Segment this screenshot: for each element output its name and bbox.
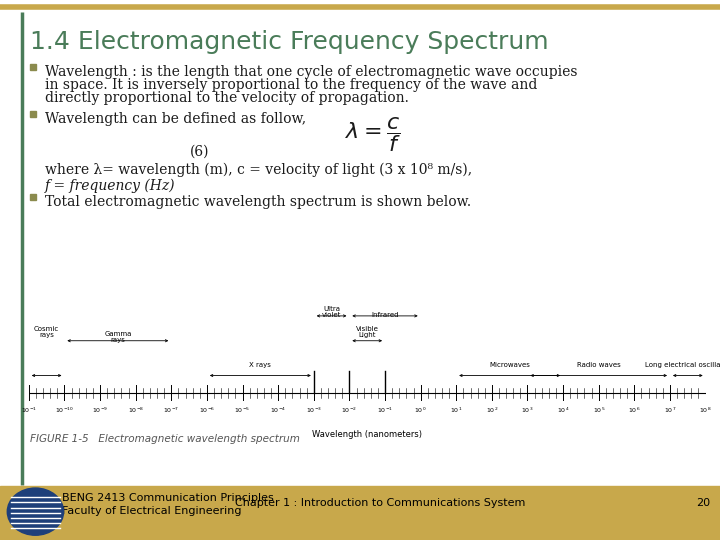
Bar — [30, 111, 36, 117]
Text: 20: 20 — [696, 498, 710, 508]
Text: where λ= wavelength (m), c = velocity of light (3 x 10⁸ m/s),: where λ= wavelength (m), c = velocity of… — [45, 163, 472, 178]
Text: $10^{8}$: $10^{8}$ — [699, 406, 712, 415]
Text: X rays: X rays — [249, 362, 271, 368]
Circle shape — [7, 488, 63, 535]
Text: Faculty of Electrical Engineering: Faculty of Electrical Engineering — [62, 506, 241, 516]
Text: Infrared: Infrared — [372, 312, 399, 319]
Text: FIGURE 1-5   Electromagnetic wavelength spectrum: FIGURE 1-5 Electromagnetic wavelength sp… — [30, 434, 300, 444]
Text: directly proportional to the velocity of propagation.: directly proportional to the velocity of… — [45, 91, 409, 105]
Text: $10^{6}$: $10^{6}$ — [628, 406, 641, 415]
Text: (6): (6) — [190, 145, 210, 159]
Text: $10^{-3}$: $10^{-3}$ — [306, 406, 322, 415]
Text: f = frequency (Hz): f = frequency (Hz) — [45, 179, 176, 193]
Text: $10^{-9}$: $10^{-9}$ — [92, 406, 108, 415]
Text: Visible
Light: Visible Light — [356, 326, 379, 338]
Text: $10^{7}$: $10^{7}$ — [664, 406, 676, 415]
Text: $10^{2}$: $10^{2}$ — [486, 406, 498, 415]
Text: Ultra
violet: Ultra violet — [322, 306, 341, 319]
Text: $10^{3}$: $10^{3}$ — [521, 406, 534, 415]
Text: in space. It is inversely proportional to the frequency of the wave and: in space. It is inversely proportional t… — [45, 78, 537, 92]
Text: $\lambda = \dfrac{c}{f}$: $\lambda = \dfrac{c}{f}$ — [345, 116, 401, 154]
Text: $10^{-1}$: $10^{-1}$ — [21, 406, 37, 415]
Text: $10^{-10}$: $10^{-10}$ — [55, 406, 74, 415]
Bar — [30, 64, 36, 70]
Text: Wavelength : is the length that one cycle of electromagnetic wave occupies: Wavelength : is the length that one cycl… — [45, 65, 577, 79]
Text: BENG 2413 Communication Principles: BENG 2413 Communication Principles — [62, 493, 274, 503]
Text: Microwaves: Microwaves — [490, 362, 530, 368]
Text: 1.4 Electromagnetic Frequency Spectrum: 1.4 Electromagnetic Frequency Spectrum — [30, 30, 549, 54]
Text: $10^{1}$: $10^{1}$ — [450, 406, 462, 415]
Text: $10^{-5}$: $10^{-5}$ — [235, 406, 251, 415]
Text: $10^{-8}$: $10^{-8}$ — [127, 406, 144, 415]
Text: $10^{-6}$: $10^{-6}$ — [199, 406, 215, 415]
Text: Radio waves: Radio waves — [577, 362, 621, 368]
Text: Chapter 1 : Introduction to Communications System: Chapter 1 : Introduction to Communicatio… — [235, 498, 525, 508]
Text: Wavelength can be defined as follow,: Wavelength can be defined as follow, — [45, 112, 306, 126]
Text: Long electrical oscillations: Long electrical oscillations — [645, 362, 720, 368]
Text: Cosmic
rays: Cosmic rays — [34, 326, 59, 338]
Text: $10^{-2}$: $10^{-2}$ — [341, 406, 357, 415]
Text: $10^{-7}$: $10^{-7}$ — [163, 406, 179, 415]
Bar — [0, 486, 720, 540]
Text: $10^{-1}$: $10^{-1}$ — [377, 406, 393, 415]
Text: $10^{5}$: $10^{5}$ — [593, 406, 605, 415]
Bar — [30, 194, 36, 200]
Text: $10^{0}$: $10^{0}$ — [415, 406, 427, 415]
Text: Total electromagnetic wavelength spectrum is shown below.: Total electromagnetic wavelength spectru… — [45, 195, 471, 209]
Text: Gamma
rays: Gamma rays — [104, 330, 132, 343]
Text: Wavelength (nanometers): Wavelength (nanometers) — [312, 430, 422, 439]
Text: $10^{-4}$: $10^{-4}$ — [270, 406, 287, 415]
Text: $10^{4}$: $10^{4}$ — [557, 406, 570, 415]
